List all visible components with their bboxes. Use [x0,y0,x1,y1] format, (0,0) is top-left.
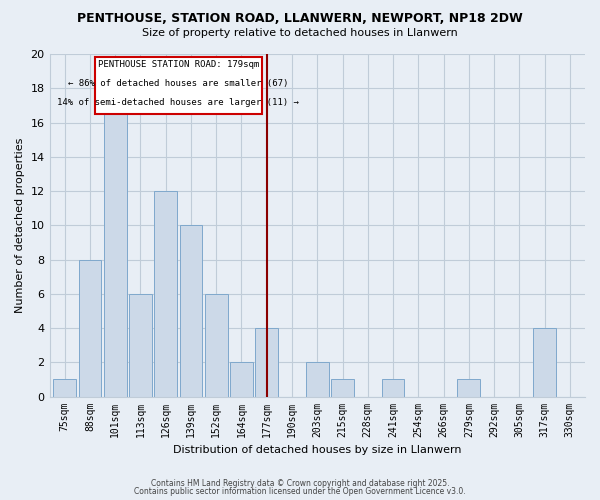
Text: Contains HM Land Registry data © Crown copyright and database right 2025.: Contains HM Land Registry data © Crown c… [151,478,449,488]
Bar [104,71,127,396]
Bar [306,362,329,396]
Bar [382,380,404,396]
X-axis label: Distribution of detached houses by size in Llanwern: Distribution of detached houses by size … [173,445,461,455]
Text: ← 86% of detached houses are smaller (67): ← 86% of detached houses are smaller (67… [68,79,289,88]
Bar [79,260,101,396]
Bar [154,191,177,396]
Bar [331,380,354,396]
Bar [95,58,262,114]
Bar [230,362,253,396]
Text: PENTHOUSE STATION ROAD: 179sqm: PENTHOUSE STATION ROAD: 179sqm [98,60,259,69]
Text: Contains public sector information licensed under the Open Government Licence v3: Contains public sector information licen… [134,487,466,496]
Bar [179,226,202,396]
Bar [533,328,556,396]
Text: Size of property relative to detached houses in Llanwern: Size of property relative to detached ho… [142,28,458,38]
Bar [53,380,76,396]
Text: 14% of semi-detached houses are larger (11) →: 14% of semi-detached houses are larger (… [58,98,299,106]
Bar [457,380,480,396]
Bar [129,294,152,396]
Y-axis label: Number of detached properties: Number of detached properties [15,138,25,313]
Bar [205,294,227,396]
Bar [256,328,278,396]
Text: PENTHOUSE, STATION ROAD, LLANWERN, NEWPORT, NP18 2DW: PENTHOUSE, STATION ROAD, LLANWERN, NEWPO… [77,12,523,26]
